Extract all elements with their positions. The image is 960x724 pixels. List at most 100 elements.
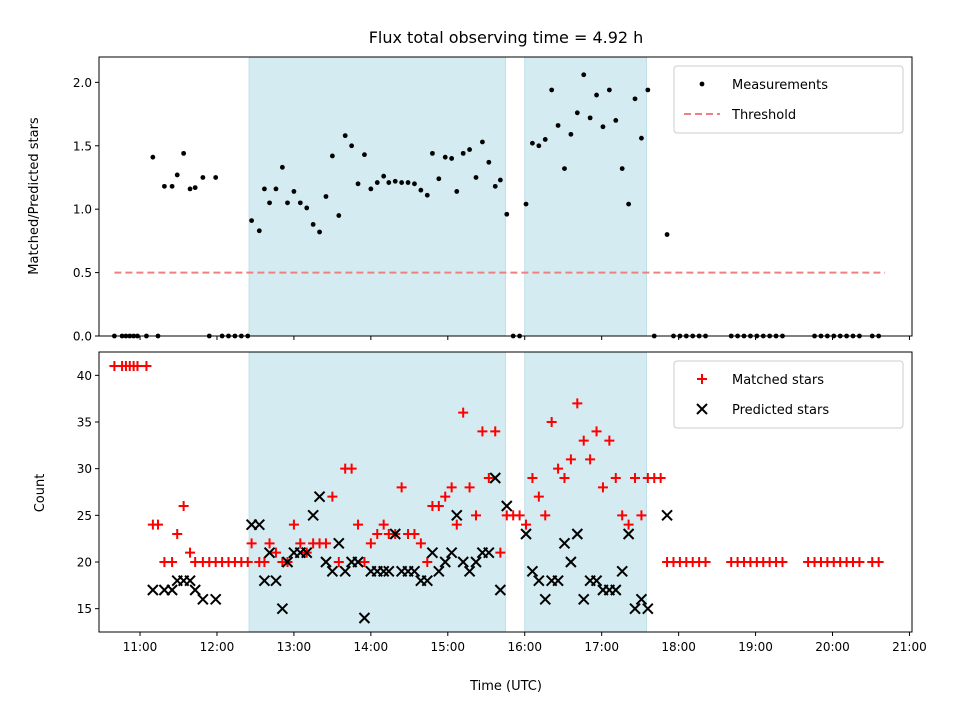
x-tick-label: 16:00	[507, 640, 542, 654]
data-point	[477, 426, 488, 437]
data-point	[440, 491, 451, 502]
data-point	[192, 185, 198, 191]
data-point	[463, 565, 476, 578]
y-tick-label: 20	[77, 556, 92, 570]
data-point	[333, 537, 345, 550]
data-point	[578, 435, 589, 446]
data-point	[520, 528, 532, 540]
data-point	[185, 547, 196, 558]
data-point	[492, 183, 498, 189]
data-point	[568, 131, 574, 137]
data-point	[610, 473, 621, 483]
y-tick-label: 0.5	[73, 266, 92, 280]
data-point	[424, 192, 430, 198]
data-point	[279, 164, 285, 170]
data-point	[150, 154, 156, 160]
data-point	[636, 510, 647, 521]
data-point	[571, 528, 584, 540]
data-point	[553, 463, 564, 474]
data-point	[632, 96, 638, 102]
data-point	[700, 557, 711, 567]
data-point	[285, 200, 290, 206]
data-point	[307, 509, 319, 522]
data-point	[504, 211, 510, 217]
data-point	[591, 426, 602, 437]
data-point	[559, 473, 570, 483]
legend-label: Predicted stars	[732, 403, 829, 418]
data-point	[412, 181, 417, 187]
data-point	[572, 398, 583, 409]
data-point	[339, 565, 351, 578]
legend-label: Matched stars	[732, 373, 824, 388]
data-point	[270, 547, 281, 558]
data-point	[197, 593, 209, 606]
data-point	[445, 546, 458, 559]
data-point	[273, 186, 279, 192]
data-point	[629, 602, 641, 615]
data-point	[346, 463, 357, 474]
data-point	[405, 180, 411, 185]
data-point	[297, 200, 303, 206]
data-point	[213, 175, 219, 180]
data-point	[336, 213, 342, 218]
data-point	[304, 205, 310, 211]
legend-swatch	[697, 374, 707, 384]
data-point	[426, 546, 439, 559]
y-tick-label: 35	[77, 416, 92, 430]
data-point	[209, 593, 222, 606]
data-point	[558, 537, 571, 550]
data-point	[457, 556, 469, 568]
data-point	[262, 186, 267, 192]
data-point	[368, 186, 374, 192]
y-tick-label: 30	[77, 462, 92, 476]
data-point	[161, 183, 167, 189]
legend-label: Measurements	[732, 78, 828, 93]
data-point	[378, 519, 389, 530]
data-point	[189, 584, 201, 596]
data-point	[526, 565, 539, 578]
data-point	[661, 509, 673, 522]
data-point	[645, 87, 651, 93]
data-point	[362, 152, 367, 158]
data-point	[594, 92, 599, 98]
data-point	[358, 612, 371, 624]
data-point	[342, 133, 348, 139]
data-point	[200, 175, 206, 180]
data-point	[581, 72, 587, 78]
x-axis-label: Time (UTC)	[469, 679, 542, 694]
data-point	[470, 556, 482, 568]
data-point	[310, 222, 316, 227]
legend-box	[673, 360, 904, 429]
x-tick-label: 20:00	[815, 640, 850, 654]
plot-frame	[98, 56, 913, 337]
data-point	[460, 150, 466, 156]
data-point	[451, 519, 462, 530]
data-point	[854, 557, 865, 567]
y-tick-label: 2.0	[73, 76, 92, 90]
data-point	[181, 150, 187, 156]
chart-title: Flux total observing time = 4.92 h	[369, 28, 644, 47]
legend-label: Threshold	[731, 108, 796, 123]
data-point	[377, 565, 390, 578]
data-point	[606, 87, 612, 93]
data-point	[527, 473, 538, 483]
data-point	[590, 574, 603, 587]
data-point	[471, 510, 482, 521]
top-panel: 0.0 0.5 1.0 1.5 2.0 Measurements Threshold	[73, 56, 913, 344]
data-point	[501, 500, 513, 512]
data-point	[389, 528, 401, 540]
data-point	[639, 135, 644, 141]
data-point	[166, 584, 178, 596]
data-point	[623, 519, 634, 530]
data-point	[635, 593, 648, 606]
bottom-panel: 15 20 25 30 35 40 11:00 12:00 13:00 14:00 15:00 16:…	[77, 351, 927, 654]
data-point	[333, 557, 344, 567]
data-point	[446, 482, 457, 493]
data-point	[253, 518, 265, 531]
legend-swatch	[699, 81, 705, 87]
data-point	[449, 156, 455, 161]
data-point	[313, 490, 326, 503]
data-point	[549, 87, 555, 93]
data-point	[174, 172, 180, 178]
y-axis-label-bottom: Count	[33, 474, 48, 513]
